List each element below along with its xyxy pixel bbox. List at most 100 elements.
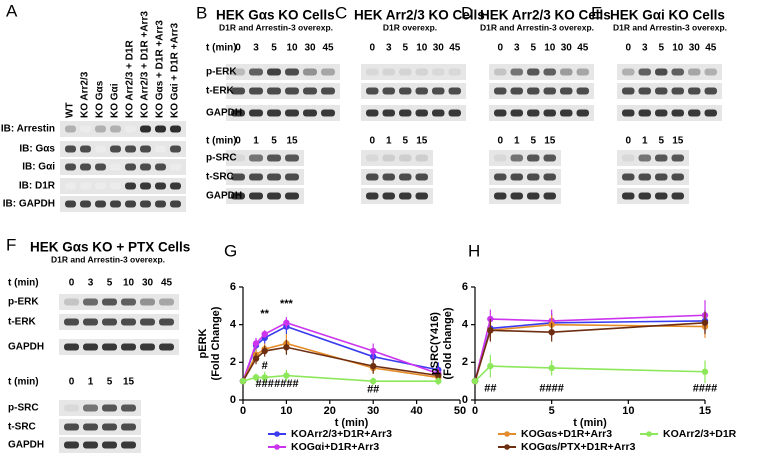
blot-band xyxy=(159,318,174,326)
time-label: 0 xyxy=(235,43,241,54)
blot-band xyxy=(366,154,379,162)
blot-band xyxy=(382,192,395,200)
blot-band xyxy=(65,182,76,190)
blot-band xyxy=(249,173,263,181)
blot-band xyxy=(65,163,76,171)
blot-band xyxy=(399,192,412,200)
blot-background xyxy=(361,150,433,166)
annotation: *** xyxy=(280,298,294,310)
blot-band xyxy=(415,173,428,181)
blot-band xyxy=(671,109,684,117)
column-label: KO Arr2/3 + D1R +Arr3 xyxy=(140,11,151,118)
row-label: GAPDH xyxy=(206,191,242,202)
blot-band xyxy=(303,68,317,76)
blot-band xyxy=(399,154,412,162)
blot-background xyxy=(226,169,304,185)
panel-letter: A xyxy=(6,1,18,20)
blot-band xyxy=(638,87,651,95)
blot-band xyxy=(285,154,299,162)
panel-title: HEK Gαs KO Cells xyxy=(216,8,335,23)
blot-band xyxy=(399,68,412,76)
blot-band xyxy=(622,192,635,200)
blot-band xyxy=(140,200,151,208)
annotation: # xyxy=(262,360,268,372)
blot-background xyxy=(361,169,433,185)
annotation: ## xyxy=(367,384,379,396)
blot-band xyxy=(448,109,461,117)
blot-band xyxy=(83,423,98,431)
blot-band xyxy=(622,173,635,181)
x-tick-label: 0 xyxy=(472,405,478,417)
row-label: t-SRC xyxy=(8,422,36,433)
blot-band xyxy=(102,423,117,431)
blot-band xyxy=(560,87,573,95)
blot-band xyxy=(285,87,299,95)
column-label: WT xyxy=(65,102,76,118)
data-point xyxy=(252,340,260,347)
blot-band xyxy=(102,404,117,412)
column-label: KO Arr2/3 xyxy=(80,71,91,118)
data-point xyxy=(252,374,260,381)
row-label: t-SRC xyxy=(206,172,234,183)
blot-band xyxy=(543,154,556,162)
blot-band xyxy=(638,173,651,181)
blot-band xyxy=(140,145,151,153)
time-axis-label: t (min) xyxy=(8,278,39,289)
time-label: 1 xyxy=(253,136,259,147)
blot-background xyxy=(59,400,141,416)
blot-band xyxy=(622,154,635,162)
blot-band xyxy=(671,154,684,162)
blot-band xyxy=(415,154,428,162)
data-point xyxy=(252,355,260,362)
blot-band xyxy=(121,298,136,306)
blot-band xyxy=(399,87,412,95)
x-tick-label: 10 xyxy=(622,405,634,417)
blot-band xyxy=(231,68,245,76)
blot-background xyxy=(489,83,594,99)
blot-background xyxy=(361,83,466,99)
legend-label: KOGαs/PTX+D1R+Arr3 xyxy=(521,441,636,453)
blot-band xyxy=(267,109,281,117)
time-label: 5 xyxy=(271,43,277,54)
blot-band xyxy=(125,125,136,133)
blot-band xyxy=(95,182,106,190)
blot-band xyxy=(671,192,684,200)
blot-background xyxy=(226,105,340,121)
series-line xyxy=(474,321,706,382)
time-label: 0 xyxy=(625,136,631,147)
data-point xyxy=(370,347,377,355)
row-label: IB: D1R xyxy=(19,181,56,192)
time-label: 0 xyxy=(369,136,375,147)
blot-background xyxy=(617,169,689,185)
blot-band xyxy=(415,192,428,200)
blot-band xyxy=(83,343,98,351)
blot-band xyxy=(267,68,281,76)
blot-band xyxy=(249,68,263,76)
time-label: 45 xyxy=(705,43,717,54)
y-tick-label: 2 xyxy=(230,356,236,368)
blot-band xyxy=(121,318,136,326)
series-line xyxy=(474,323,706,382)
x-tick-label: 40 xyxy=(410,405,422,417)
legend-marker xyxy=(504,431,510,437)
blot-band xyxy=(510,68,523,76)
blot-band xyxy=(65,125,76,133)
panel-title: HEK Gαi KO Cells xyxy=(610,8,725,23)
blot-band xyxy=(543,87,556,95)
panel-subtitle: D1R and Arrestin-3 overexp. xyxy=(480,22,594,32)
y-axis-label: pERK xyxy=(197,328,209,358)
blot-band xyxy=(671,173,684,181)
blot-band xyxy=(267,87,281,95)
row-label: p-SRC xyxy=(206,153,237,164)
blot-background xyxy=(60,159,186,175)
panel-subtitle: D1R overexp. xyxy=(383,22,437,32)
time-label: 30 xyxy=(561,43,573,54)
blot-band xyxy=(64,343,79,351)
data-point xyxy=(239,377,247,385)
panel-letter: D xyxy=(461,3,473,22)
blot-band xyxy=(231,154,245,162)
blot-band xyxy=(285,192,299,200)
data-point xyxy=(283,344,290,351)
time-label: 15 xyxy=(544,136,556,147)
y-tick-label: 4 xyxy=(462,319,469,331)
